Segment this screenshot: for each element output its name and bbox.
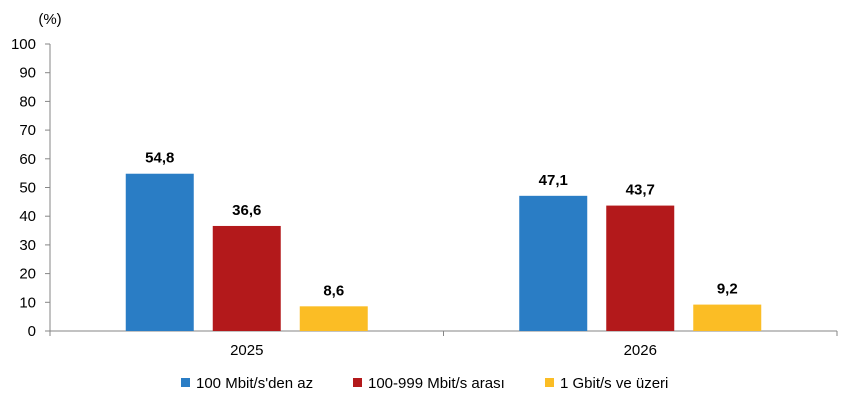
y-tick-label: 40 <box>19 208 36 225</box>
bar <box>693 304 762 331</box>
y-tick-label: 30 <box>19 237 36 254</box>
data-label: 54,8 <box>145 150 174 167</box>
legend-swatch <box>181 378 190 387</box>
y-axis-unit-label: (%) <box>38 11 61 28</box>
x-tick-label: 2025 <box>230 342 263 359</box>
y-axis: 0 10 20 30 40 50 60 70 80 90 100 <box>11 36 51 340</box>
legend-label: 100 Mbit/s'den az <box>196 375 313 392</box>
y-tick-label: 80 <box>19 93 36 110</box>
y-tick-label: 10 <box>19 294 36 311</box>
y-tick-label: 60 <box>19 151 36 168</box>
data-label: 8,6 <box>323 282 344 299</box>
data-label: 43,7 <box>626 182 655 199</box>
legend-label: 1 Gbit/s ve üzeri <box>560 375 668 392</box>
bar <box>212 225 281 331</box>
x-tick-label: 2026 <box>624 342 657 359</box>
legend-label: 100-999 Mbit/s arası <box>368 375 505 392</box>
y-tick-label: 90 <box>19 65 36 82</box>
y-tick-label: 70 <box>19 122 36 139</box>
bar <box>125 173 194 331</box>
data-label: 9,2 <box>717 281 738 298</box>
data-label: 36,6 <box>232 202 261 219</box>
x-axis: 2025 2026 <box>49 330 838 359</box>
legend: 100 Mbit/s'den az 100-999 Mbit/s arası 1 G… <box>181 375 668 392</box>
bar <box>519 195 588 331</box>
bar <box>299 306 368 331</box>
bar <box>606 205 675 331</box>
legend-swatch <box>353 378 362 387</box>
legend-swatch <box>545 378 554 387</box>
y-tick-label: 50 <box>19 180 36 197</box>
y-tick-label: 0 <box>28 323 36 340</box>
y-tick-label: 100 <box>11 36 36 53</box>
data-label: 47,1 <box>539 172 568 189</box>
bars: 54,8 36,6 8,6 47,1 43,7 9,2 <box>125 150 762 331</box>
y-tick-label: 20 <box>19 266 36 283</box>
